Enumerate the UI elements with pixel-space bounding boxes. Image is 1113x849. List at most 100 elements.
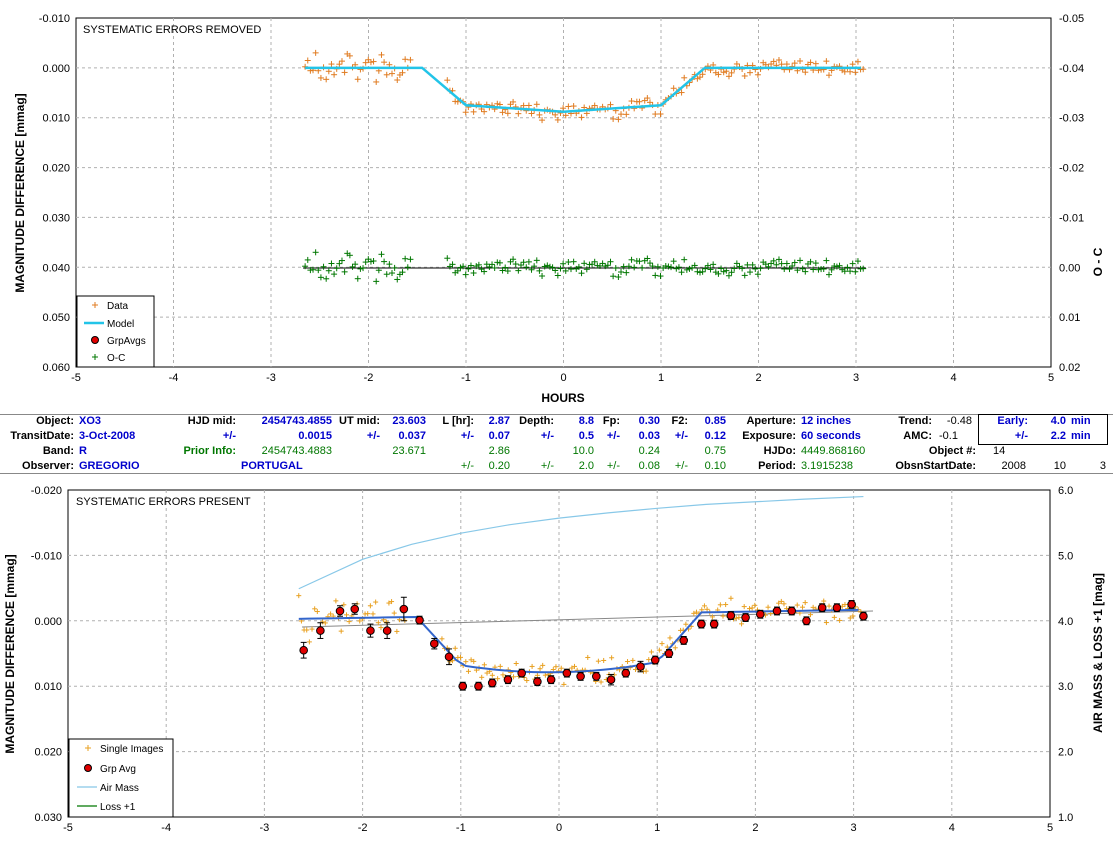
top-model-line <box>305 66 861 113</box>
f2-label: F2: <box>671 415 689 427</box>
oc-point <box>360 265 367 272</box>
early-err-value: 2.2 <box>1050 430 1066 442</box>
grp-avg-point <box>817 603 827 613</box>
oc-point <box>560 260 567 267</box>
grp-avg-point <box>650 655 660 665</box>
x-tick-label: 4 <box>950 372 956 384</box>
grp-avg-point <box>429 637 439 650</box>
oc-point <box>310 266 317 273</box>
top-y2-axis-title: O - C <box>1091 247 1105 276</box>
prior-depth-err-label: +/- <box>540 460 554 472</box>
oc-point <box>325 267 332 274</box>
oc-point <box>557 265 564 272</box>
top-chart-title: SYSTEMATIC ERRORS REMOVED <box>83 24 261 36</box>
oc-point <box>854 258 861 265</box>
x-tick-label: -5 <box>63 822 73 834</box>
oc-point <box>320 263 327 270</box>
single-image-point <box>667 635 673 641</box>
data-point <box>383 71 390 78</box>
grp-avg-point <box>592 671 601 681</box>
data-point <box>825 72 832 79</box>
oc-point <box>623 269 630 276</box>
oc-point <box>357 265 364 272</box>
prior-depth-value: 10.0 <box>572 445 594 457</box>
data-point <box>462 109 469 116</box>
oc-point <box>720 268 727 275</box>
oc-point <box>399 269 406 276</box>
data-point <box>312 49 319 56</box>
single-image-point <box>778 598 784 604</box>
single-image-point <box>826 603 832 609</box>
prior-fp-err-value: 0.08 <box>638 460 660 472</box>
data-point <box>728 69 735 76</box>
single-image-point <box>709 614 715 620</box>
object-number-label: Object #: <box>928 445 976 457</box>
single-image-point <box>747 606 753 612</box>
oc-point <box>739 265 746 272</box>
single-image-point <box>585 654 591 660</box>
single-image-point <box>595 658 601 664</box>
y2-tick-label: 0.00 <box>1059 262 1080 274</box>
data-point <box>528 110 535 117</box>
y-tick-label: 0.040 <box>42 262 70 274</box>
single-image-point <box>733 615 739 621</box>
oc-point <box>849 260 856 267</box>
data-point <box>504 110 511 117</box>
oc-point <box>823 257 830 264</box>
band-value: R <box>79 445 87 457</box>
single-image-point <box>465 668 471 674</box>
data-point <box>747 69 754 76</box>
oc-point <box>636 258 643 265</box>
data-point <box>725 73 732 80</box>
oc-point <box>694 268 701 275</box>
fp-err-value: 0.03 <box>638 430 660 442</box>
oc-point <box>507 258 514 265</box>
x-tick-label: -3 <box>266 372 276 384</box>
prior-l-value: 2.86 <box>488 445 510 457</box>
oc-point <box>475 261 482 268</box>
bottom-y-ticks: -0.020 -0.010 0.000 0.010 0.020 0.030 <box>31 485 62 824</box>
grp-avg-point <box>576 671 585 681</box>
data-point <box>591 102 598 109</box>
y-tick-label: -0.010 <box>39 13 70 25</box>
single-image-point <box>701 603 707 609</box>
object-value: XO3 <box>79 415 102 427</box>
data-point <box>847 68 854 75</box>
legend-grpavgs-label: GrpAvgs <box>107 336 146 347</box>
data-point <box>841 68 848 75</box>
single-image-point <box>500 672 506 678</box>
single-image-point <box>691 610 697 616</box>
data-point <box>657 110 664 117</box>
top-y-axis-title: MAGNITUDE DIFFERENCE [mmag] <box>13 93 27 292</box>
oc-point <box>546 263 553 270</box>
x-tick-label: 1 <box>658 372 664 384</box>
oc-point <box>544 262 551 269</box>
single-image-point <box>529 663 535 669</box>
oc-point <box>338 257 345 264</box>
l-err-value: 0.07 <box>488 430 510 442</box>
top-oc-points <box>302 249 867 285</box>
legend-grp-avg-label: Grp Avg <box>100 764 136 775</box>
oc-point <box>562 267 569 274</box>
single-image-point <box>630 657 636 663</box>
legend-grp-avg-marker <box>84 764 92 772</box>
data-point <box>520 102 527 109</box>
single-image-point <box>524 678 530 684</box>
x-tick-label: -1 <box>461 372 471 384</box>
single-image-point <box>473 667 479 673</box>
x-tick-label: 5 <box>1047 822 1053 834</box>
oc-point <box>323 275 330 282</box>
single-image-point <box>322 620 328 626</box>
prior-l-err-value: 0.20 <box>488 460 510 472</box>
single-image-point <box>842 602 848 608</box>
oc-point <box>828 266 835 273</box>
oc-point <box>565 259 572 266</box>
period-value: 3.1915238 <box>801 460 853 472</box>
grp-avg-point <box>335 605 345 617</box>
f2-value: 0.85 <box>704 415 726 427</box>
oc-point <box>512 261 519 268</box>
x-tick-label: 2 <box>755 372 761 384</box>
oc-point <box>373 278 380 285</box>
ut-err-value: 0.037 <box>398 430 426 442</box>
trend-label: Trend: <box>898 415 932 427</box>
